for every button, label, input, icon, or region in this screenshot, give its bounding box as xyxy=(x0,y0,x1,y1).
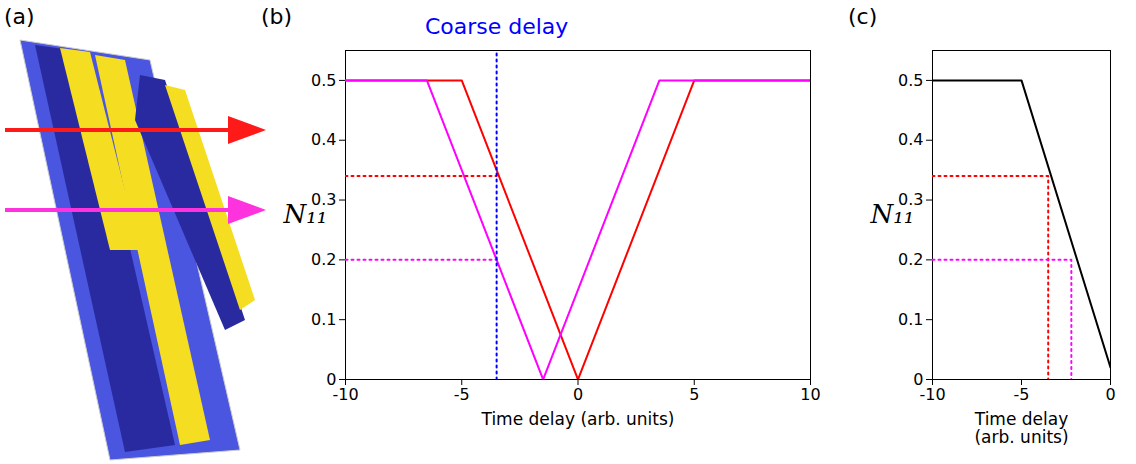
svg-text:0.5: 0.5 xyxy=(898,71,923,90)
svg-text:0.4: 0.4 xyxy=(898,130,923,149)
svg-text:0: 0 xyxy=(573,385,583,404)
svg-text:Time delay(arb. units): Time delay(arb. units) xyxy=(974,409,1069,448)
svg-text:-10: -10 xyxy=(919,385,945,404)
svg-text:0.2: 0.2 xyxy=(898,250,923,269)
html-text:(c): (c) xyxy=(848,4,878,29)
svg-text:0: 0 xyxy=(1105,385,1115,404)
svg-text:0.5: 0.5 xyxy=(311,71,336,90)
svg-text:0.4: 0.4 xyxy=(311,130,336,149)
svg-text:5: 5 xyxy=(689,385,699,404)
html-text:(b): (b) xyxy=(261,4,293,29)
svg-text:Coarse delay: Coarse delay xyxy=(425,14,568,39)
svg-text:10: 10 xyxy=(800,385,820,404)
svg-text:0.2: 0.2 xyxy=(311,250,336,269)
svg-text:0: 0 xyxy=(326,369,337,389)
svg-text:0.1: 0.1 xyxy=(311,310,336,329)
svg-text:N₁₁: N₁₁ xyxy=(283,199,328,229)
html-text:(a): (a) xyxy=(4,4,35,29)
svg-text:0.1: 0.1 xyxy=(898,310,923,329)
svg-text:-5: -5 xyxy=(1014,385,1030,404)
svg-text:N₁₁: N₁₁ xyxy=(870,199,915,229)
svg-text:-10: -10 xyxy=(332,385,358,404)
svg-text:Time delay (arb. units): Time delay (arb. units) xyxy=(481,409,675,429)
svg-text:0: 0 xyxy=(913,369,924,389)
svg-text:-5: -5 xyxy=(454,385,470,404)
